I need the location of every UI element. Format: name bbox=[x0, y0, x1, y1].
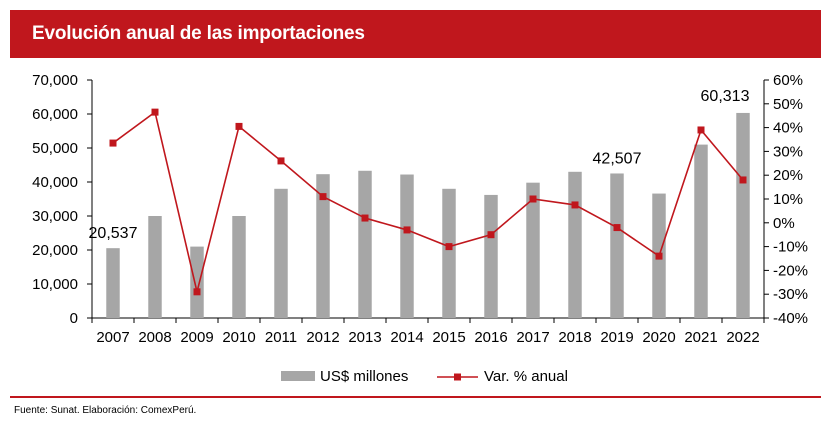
right-tick-label: 50% bbox=[773, 96, 803, 113]
var-point-2021 bbox=[697, 126, 705, 134]
bar-2012 bbox=[316, 174, 330, 318]
data-label-2022: 60,313 bbox=[701, 88, 750, 105]
bar-2007 bbox=[106, 248, 120, 318]
var-point-2019 bbox=[613, 224, 621, 232]
var-point-2017 bbox=[529, 195, 537, 203]
data-label-2019: 42,507 bbox=[593, 150, 642, 167]
title-bar: Evolución anual de las importaciones bbox=[10, 10, 821, 58]
right-tick-label: -20% bbox=[773, 262, 808, 279]
bar-2013 bbox=[358, 170, 372, 318]
x-tick-label: 2014 bbox=[390, 329, 423, 346]
right-tick-label: -40% bbox=[773, 310, 808, 327]
var-point-2009 bbox=[193, 288, 201, 296]
x-tick-label: 2008 bbox=[138, 329, 171, 346]
var-point-2018 bbox=[571, 201, 579, 209]
bar-2010 bbox=[232, 216, 246, 318]
right-tick-label: 60% bbox=[773, 72, 803, 89]
x-tick-label: 2021 bbox=[684, 329, 717, 346]
var-point-2010 bbox=[235, 122, 243, 130]
bar-2016 bbox=[484, 194, 498, 318]
x-tick-label: 2012 bbox=[306, 329, 339, 346]
source-note: Fuente: Sunat. Elaboración: ComexPerú. bbox=[14, 405, 197, 416]
footer-rule bbox=[10, 396, 821, 398]
right-tick-label: 40% bbox=[773, 120, 803, 137]
right-tick-label: 10% bbox=[773, 191, 803, 208]
var-point-2013 bbox=[361, 214, 369, 222]
left-tick-label: 10,000 bbox=[32, 276, 78, 293]
data-label-2007: 20,537 bbox=[89, 225, 138, 242]
var-point-2011 bbox=[277, 157, 285, 165]
var-point-2022 bbox=[739, 176, 747, 184]
left-tick-label: 70,000 bbox=[32, 72, 78, 89]
right-tick-label: -30% bbox=[773, 286, 808, 303]
right-tick-label: 20% bbox=[773, 167, 803, 184]
var-point-2007 bbox=[109, 139, 117, 147]
x-tick-label: 2015 bbox=[432, 329, 465, 346]
legend-bar-label: US$ millones bbox=[320, 368, 408, 385]
x-tick-label: 2009 bbox=[180, 329, 213, 346]
legend-line-label: Var. % anual bbox=[484, 368, 568, 385]
x-tick-label: 2020 bbox=[642, 329, 675, 346]
bar-2019 bbox=[610, 173, 624, 318]
bar-2021 bbox=[694, 144, 708, 318]
left-tick-label: 30,000 bbox=[32, 208, 78, 225]
bar-2022 bbox=[736, 112, 750, 319]
x-tick-label: 2019 bbox=[600, 329, 633, 346]
left-tick-label: 0 bbox=[70, 310, 78, 327]
bar-2014 bbox=[400, 174, 414, 318]
var-line bbox=[112, 110, 744, 293]
legend-line-marker bbox=[454, 373, 461, 381]
chart-title: Evolución anual de las importaciones bbox=[32, 23, 365, 44]
bar-2015 bbox=[442, 188, 456, 318]
left-tick-label: 40,000 bbox=[32, 174, 78, 191]
var-point-2012 bbox=[319, 193, 327, 201]
x-tick-label: 2010 bbox=[222, 329, 255, 346]
right-tick-label: 30% bbox=[773, 143, 803, 160]
x-tick-label: 2018 bbox=[558, 329, 591, 346]
x-tick-label: 2016 bbox=[474, 329, 507, 346]
bar-2018 bbox=[568, 171, 582, 318]
legend-bar-swatch bbox=[281, 371, 315, 381]
var-point-2020 bbox=[655, 252, 663, 260]
left-tick-label: 60,000 bbox=[32, 106, 78, 123]
right-tick-label: -10% bbox=[773, 239, 808, 256]
right-tick-label: 0% bbox=[773, 215, 795, 232]
var-point-2015 bbox=[445, 243, 453, 251]
var-point-2016 bbox=[487, 231, 495, 239]
x-tick-label: 2011 bbox=[265, 329, 297, 346]
bar-2008 bbox=[148, 216, 162, 318]
x-tick-label: 2017 bbox=[516, 329, 549, 346]
x-tick-label: 2013 bbox=[348, 329, 381, 346]
x-tick-label: 2007 bbox=[96, 329, 129, 346]
bar-2011 bbox=[274, 188, 288, 318]
bar-2009 bbox=[190, 246, 204, 318]
left-tick-label: 50,000 bbox=[32, 140, 78, 157]
left-tick-label: 20,000 bbox=[32, 242, 78, 259]
var-point-2008 bbox=[151, 108, 159, 116]
x-tick-label: 2022 bbox=[726, 329, 759, 346]
bar-2017 bbox=[526, 182, 540, 318]
var-point-2014 bbox=[403, 226, 411, 234]
